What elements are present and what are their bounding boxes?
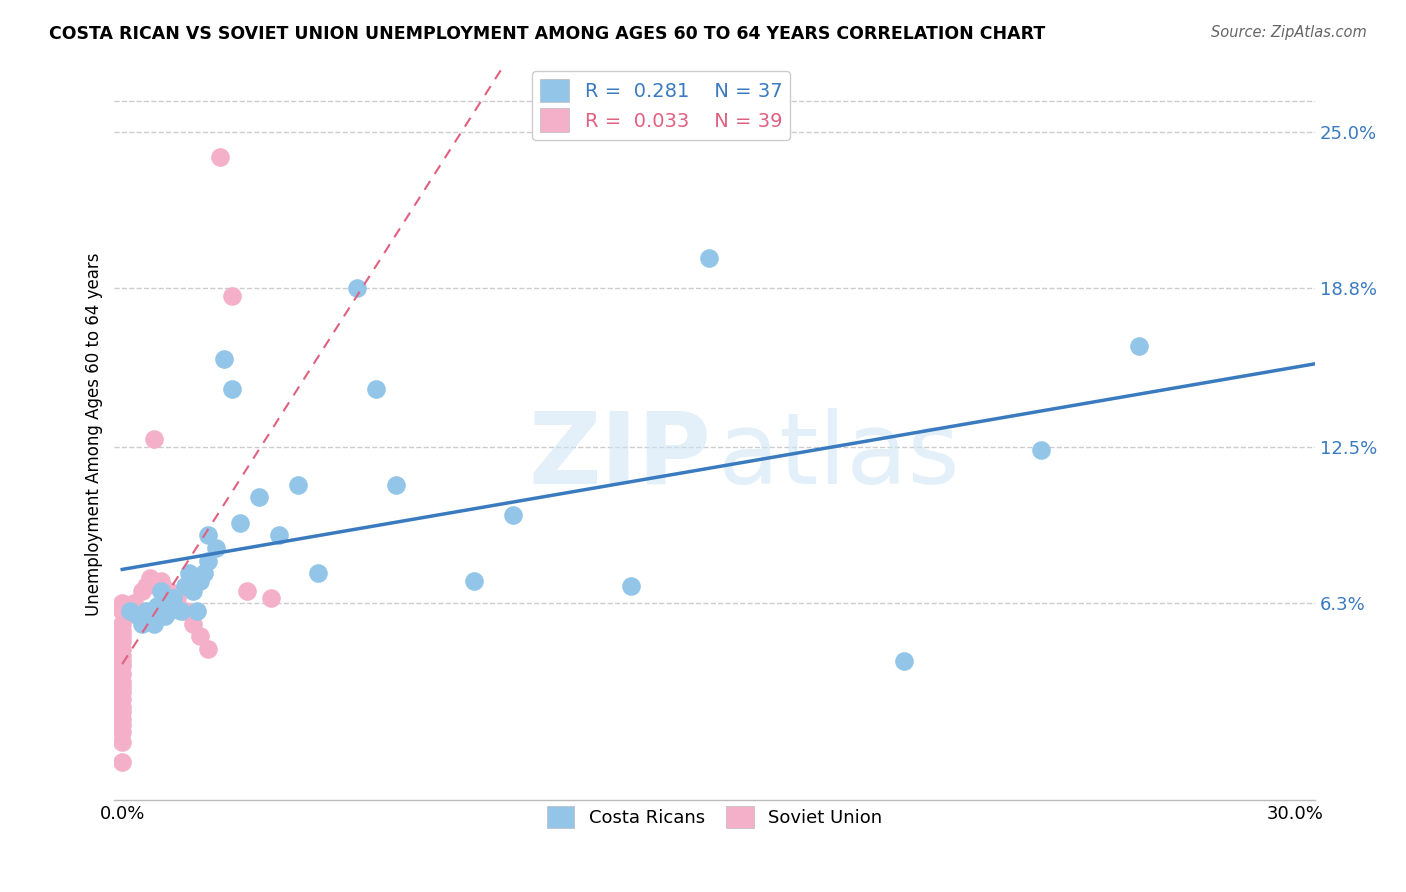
Point <box>170 604 193 618</box>
Point <box>307 566 329 581</box>
Point <box>111 629 134 643</box>
Legend: Costa Ricans, Soviet Union: Costa Ricans, Soviet Union <box>540 798 890 835</box>
Point <box>111 684 134 698</box>
Point <box>247 491 270 505</box>
Point <box>287 478 309 492</box>
Point <box>146 599 169 613</box>
Point <box>111 756 134 770</box>
Point <box>212 351 235 366</box>
Point <box>221 288 243 302</box>
Text: ZIP: ZIP <box>529 408 711 505</box>
Point <box>111 596 134 610</box>
Point <box>111 641 134 656</box>
Point <box>142 616 165 631</box>
Text: COSTA RICAN VS SOVIET UNION UNEMPLOYMENT AMONG AGES 60 TO 64 YEARS CORRELATION C: COSTA RICAN VS SOVIET UNION UNEMPLOYMENT… <box>49 25 1046 43</box>
Point <box>138 571 160 585</box>
Point <box>111 604 134 618</box>
Y-axis label: Unemployment Among Ages 60 to 64 years: Unemployment Among Ages 60 to 64 years <box>86 252 103 616</box>
Point <box>1128 339 1150 353</box>
Point <box>366 382 388 396</box>
Point <box>142 433 165 447</box>
Point <box>260 591 283 606</box>
Point <box>111 717 134 731</box>
Point <box>236 583 259 598</box>
Point <box>205 541 228 555</box>
Point <box>111 725 134 739</box>
Point <box>177 566 200 581</box>
Point <box>111 655 134 669</box>
Point <box>162 591 184 606</box>
Point <box>111 649 134 664</box>
Point <box>111 659 134 673</box>
Point <box>131 616 153 631</box>
Text: Source: ZipAtlas.com: Source: ZipAtlas.com <box>1211 25 1367 40</box>
Point <box>131 583 153 598</box>
Point <box>385 478 408 492</box>
Point <box>267 528 290 542</box>
Point <box>166 591 188 606</box>
Point <box>197 641 219 656</box>
Point <box>619 579 641 593</box>
Point <box>181 583 204 598</box>
Point <box>111 616 134 631</box>
Point <box>111 624 134 639</box>
Point <box>146 579 169 593</box>
Point <box>111 634 134 648</box>
Point <box>173 604 195 618</box>
Point <box>111 692 134 706</box>
Point <box>135 579 157 593</box>
Point <box>221 382 243 396</box>
Point <box>190 574 212 588</box>
Point <box>127 609 149 624</box>
Point <box>893 655 915 669</box>
Point <box>197 553 219 567</box>
Point <box>1029 442 1052 457</box>
Point <box>111 713 134 727</box>
Point <box>157 604 180 618</box>
Point <box>150 583 173 598</box>
Point <box>208 150 231 164</box>
Point <box>150 574 173 588</box>
Point <box>111 735 134 749</box>
Point <box>502 508 524 522</box>
Point <box>135 604 157 618</box>
Point <box>111 667 134 681</box>
Point <box>186 604 208 618</box>
Point <box>190 629 212 643</box>
Point <box>173 579 195 593</box>
Point <box>122 596 145 610</box>
Point <box>157 583 180 598</box>
Text: atlas: atlas <box>718 408 960 505</box>
Point <box>181 616 204 631</box>
Point <box>111 699 134 714</box>
Point <box>111 680 134 694</box>
Point <box>155 609 177 624</box>
Point <box>346 281 368 295</box>
Point <box>111 674 134 689</box>
Point <box>193 566 215 581</box>
Point <box>463 574 485 588</box>
Point <box>228 516 250 530</box>
Point <box>697 251 720 265</box>
Point <box>197 528 219 542</box>
Point <box>111 705 134 719</box>
Point <box>118 604 141 618</box>
